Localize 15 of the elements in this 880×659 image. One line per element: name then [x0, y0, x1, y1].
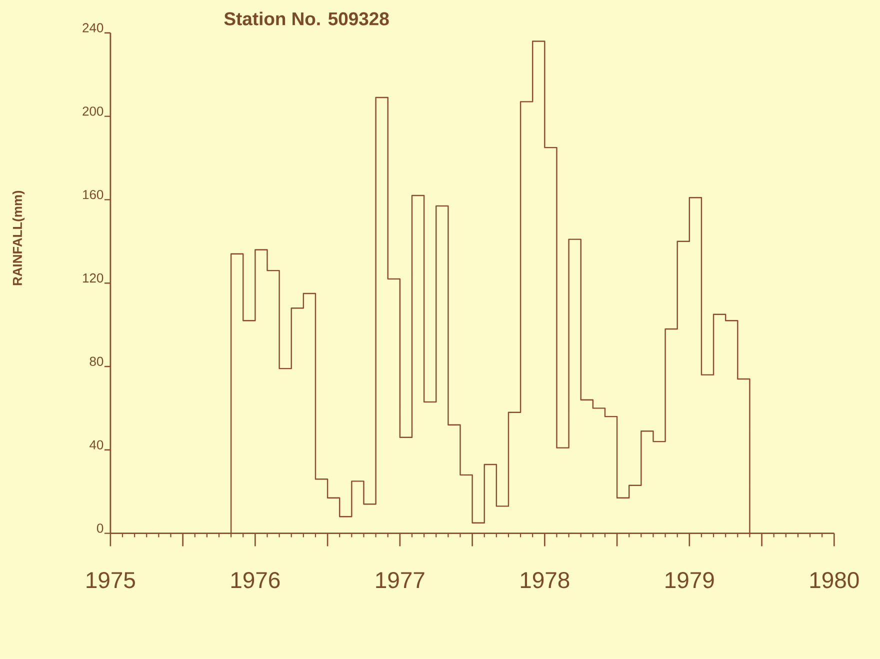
y-tick-label: 120 [83, 273, 104, 283]
x-tick-label: 1980 [810, 572, 859, 588]
y-tick-label: 160 [83, 190, 104, 200]
y-tick-label: 240 [82, 23, 104, 32]
chart-title: Station No. 509328 [224, 12, 389, 26]
y-axis-title: RAINFALL(mm) [12, 190, 25, 286]
x-tick-label: 1977 [376, 572, 424, 588]
y-tick-label: 200 [82, 106, 104, 116]
x-tick-label: 1976 [231, 572, 280, 588]
y-tick-label: 40 [90, 440, 104, 450]
y-tick-label: 80 [90, 356, 104, 366]
x-tick-label: 1979 [666, 572, 714, 588]
y-tick-label: 0 [96, 524, 104, 533]
x-tick-label: 1978 [520, 572, 570, 588]
x-tick-label: 1975 [86, 572, 135, 588]
